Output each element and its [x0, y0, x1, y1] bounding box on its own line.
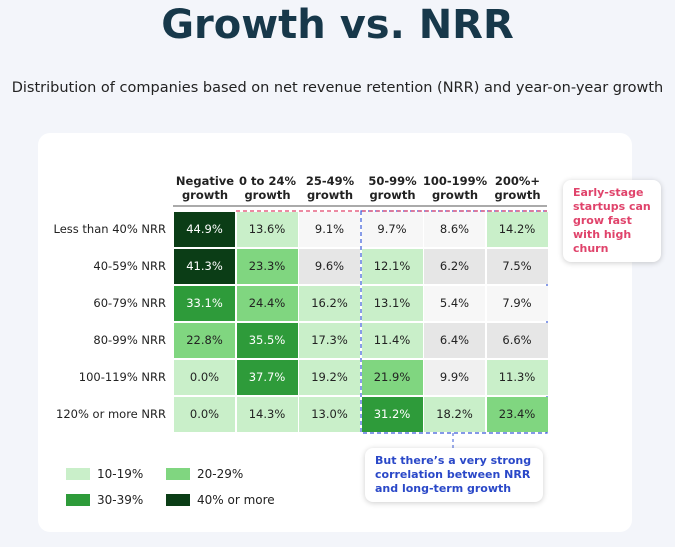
row-label: Less than 40% NRR	[53, 222, 166, 236]
subtitle: Distribution of companies based on net r…	[11, 80, 664, 96]
heat-cell: 11.4%	[361, 323, 423, 358]
legend-swatch	[166, 468, 190, 480]
column-header: 0 to 24% growth	[239, 174, 296, 202]
row-label: 60-79% NRR	[93, 296, 166, 310]
heat-cell: 9.6%	[299, 249, 360, 284]
heat-cell: 19.2%	[299, 360, 360, 395]
heat-cell: 6.4%	[424, 323, 485, 358]
legend-label: 10-19%	[97, 467, 144, 481]
column-header: 100-199% growth	[422, 174, 488, 202]
column-header: 200%+ growth	[494, 174, 541, 202]
heat-cell: 31.2%	[361, 397, 423, 432]
column-header: 50-99% growth	[368, 174, 417, 202]
heat-cell: 17.3%	[299, 323, 360, 358]
heat-cell: 23.3%	[236, 249, 298, 284]
annotation: Early-stage startups can grow fast with …	[563, 180, 661, 262]
heat-cell: 7.5%	[486, 249, 548, 284]
heat-cell: 7.9%	[486, 286, 548, 321]
heat-cell: 18.2%	[424, 397, 485, 432]
heat-cell: 8.6%	[424, 212, 485, 247]
legend-label: 20-29%	[197, 467, 244, 481]
row-label: 120% or more NRR	[56, 407, 166, 421]
heat-cell: 14.3%	[236, 397, 298, 432]
heat-cell: 44.9%	[174, 212, 235, 247]
column-header: Negative growth	[175, 174, 235, 202]
row-label: 80-99% NRR	[93, 333, 166, 347]
heat-cell: 33.1%	[174, 286, 235, 321]
heat-cell: 0.0%	[174, 360, 235, 395]
heat-cell: 11.3%	[486, 360, 548, 395]
heat-cell: 22.8%	[174, 323, 235, 358]
heat-cell: 14.2%	[486, 212, 548, 247]
annotation: But there’s a very strong correlation be…	[365, 448, 543, 502]
heat-cell: 16.2%	[299, 286, 360, 321]
heat-cell: 23.4%	[486, 397, 548, 432]
heat-cell: 0.0%	[174, 397, 235, 432]
row-label: 100-119% NRR	[78, 370, 166, 384]
row-label: 40-59% NRR	[93, 259, 166, 273]
title: Growth vs. NRR	[161, 2, 514, 48]
heat-cell: 9.1%	[299, 212, 360, 247]
heat-cell: 9.9%	[424, 360, 485, 395]
legend-label: 40% or more	[197, 493, 275, 507]
heat-cell: 12.1%	[361, 249, 423, 284]
heat-cell: 9.7%	[361, 212, 423, 247]
heat-cell: 37.7%	[236, 360, 298, 395]
heat-cell: 6.6%	[486, 323, 548, 358]
heat-cell: 21.9%	[361, 360, 423, 395]
heat-cell: 35.5%	[236, 323, 298, 358]
legend-swatch	[66, 494, 90, 506]
heat-cell: 6.2%	[424, 249, 485, 284]
heat-cell: 41.3%	[174, 249, 235, 284]
heat-cell: 13.6%	[236, 212, 298, 247]
heat-cell: 24.4%	[236, 286, 298, 321]
heat-cell: 5.4%	[424, 286, 485, 321]
legend-swatch	[166, 494, 190, 506]
legend-label: 30-39%	[97, 493, 144, 507]
heat-cell: 13.1%	[361, 286, 423, 321]
column-header: 25-49% growth	[305, 174, 355, 202]
legend-swatch	[66, 468, 90, 480]
heat-cell: 13.0%	[299, 397, 360, 432]
